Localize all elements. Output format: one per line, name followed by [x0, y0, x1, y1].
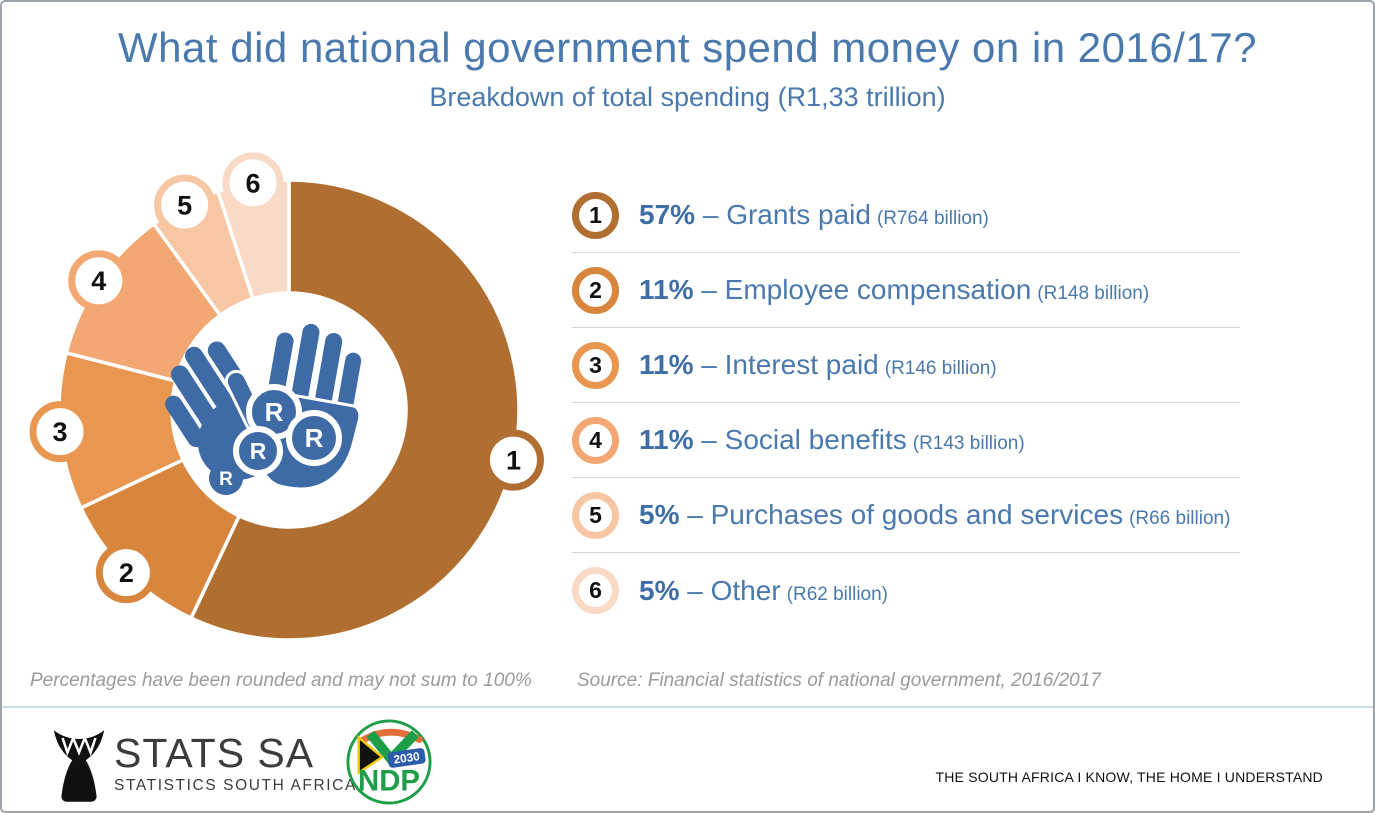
donut-segments: 1 2 3 4 5 6 [29, 152, 544, 642]
legend-number-badge: 2 [572, 266, 619, 314]
donut-marker-5 [154, 174, 216, 236]
source-note: Source: Financial statistics of national… [577, 670, 1101, 691]
donut-marker-3 [29, 401, 91, 463]
page-title: What did national government spend money… [118, 24, 1257, 71]
legend-number-badge: 1 [572, 191, 619, 239]
coin-letter: R [250, 438, 267, 464]
donut-marker-number: 6 [246, 168, 261, 198]
donut-marker-4 [68, 250, 130, 312]
donut-marker-number: 5 [177, 191, 192, 221]
legend-item-social-benefits: 4 11% – Social benefits (R143 billion) [572, 403, 1240, 478]
hands-receiving-money-icon: R R R R [165, 320, 365, 495]
statssa-subtitle: STATISTICS SOUTH AFRICA [114, 777, 357, 795]
legend-number-badge: 5 [572, 491, 619, 539]
donut-marker-number: 4 [91, 266, 106, 296]
rounding-note: Percentages have been rounded and may no… [30, 670, 532, 691]
ndp-year: 2030 [393, 750, 421, 767]
footer-divider [2, 706, 1373, 708]
legend-item-label: 57% – Grants paid (R764 billion) [639, 199, 989, 230]
donut-marker-1 [482, 429, 544, 491]
donut-marker-6 [222, 152, 284, 214]
coin-letter: R [265, 397, 284, 427]
footer-tagline: THE SOUTH AFRICA I KNOW, THE HOME I UNDE… [935, 769, 1323, 785]
legend-item-label: 11% – Employee compensation (R148 billion… [639, 274, 1150, 305]
page-subtitle: Breakdown of total spending (R1,33 trill… [429, 82, 946, 112]
statssa-logo-text: STATS SA STATISTICS SOUTH AFRICA [114, 730, 357, 795]
legend-item-purchases-goods-services: 5 5% – Purchases of goods and services (R… [572, 478, 1240, 553]
legend: 1 57% – Grants paid (R764 billion) 2 11% … [572, 178, 1240, 628]
rand-coins: R R R R [209, 384, 342, 495]
legend-item-label: 11% – Social benefits (R143 billion) [639, 424, 1025, 455]
legend-item-label: 11% – Interest paid (R146 billion) [639, 349, 997, 380]
statssa-name: STATS SA [114, 730, 315, 776]
legend-number-badge: 6 [572, 567, 619, 614]
donut-segment-1 [188, 178, 521, 642]
coin-letter: R [219, 469, 233, 490]
ndp-2030-logo: 2030 NDP [346, 719, 432, 805]
legend-item-employee-compensation: 2 11% – Employee compensation (R148 billi… [572, 253, 1240, 328]
legend-item-label: 5% – Purchases of goods and services (R66… [639, 499, 1231, 530]
legend-item-other: 6 5% – Other (R62 billion) [572, 553, 1240, 628]
legend-item-label: 5% – Other (R62 billion) [639, 574, 889, 606]
legend-number-badge: 4 [572, 416, 619, 464]
spending-donut-chart: 1 2 3 4 5 6 R [29, 152, 544, 642]
legend-number-badge: 3 [572, 341, 619, 389]
ndp-acronym: NDP [358, 764, 420, 797]
donut-marker-number: 1 [506, 446, 521, 476]
legend-item-grants-paid: 1 57% – Grants paid (R764 billion) [572, 178, 1240, 253]
statssa-drum-icon [53, 730, 105, 802]
donut-marker-number: 3 [53, 417, 68, 447]
donut-marker-number: 2 [119, 558, 134, 588]
coin-letter: R [305, 423, 324, 453]
donut-marker-2 [95, 542, 157, 604]
legend-item-interest-paid: 3 11% – Interest paid (R146 billion) [572, 328, 1240, 403]
